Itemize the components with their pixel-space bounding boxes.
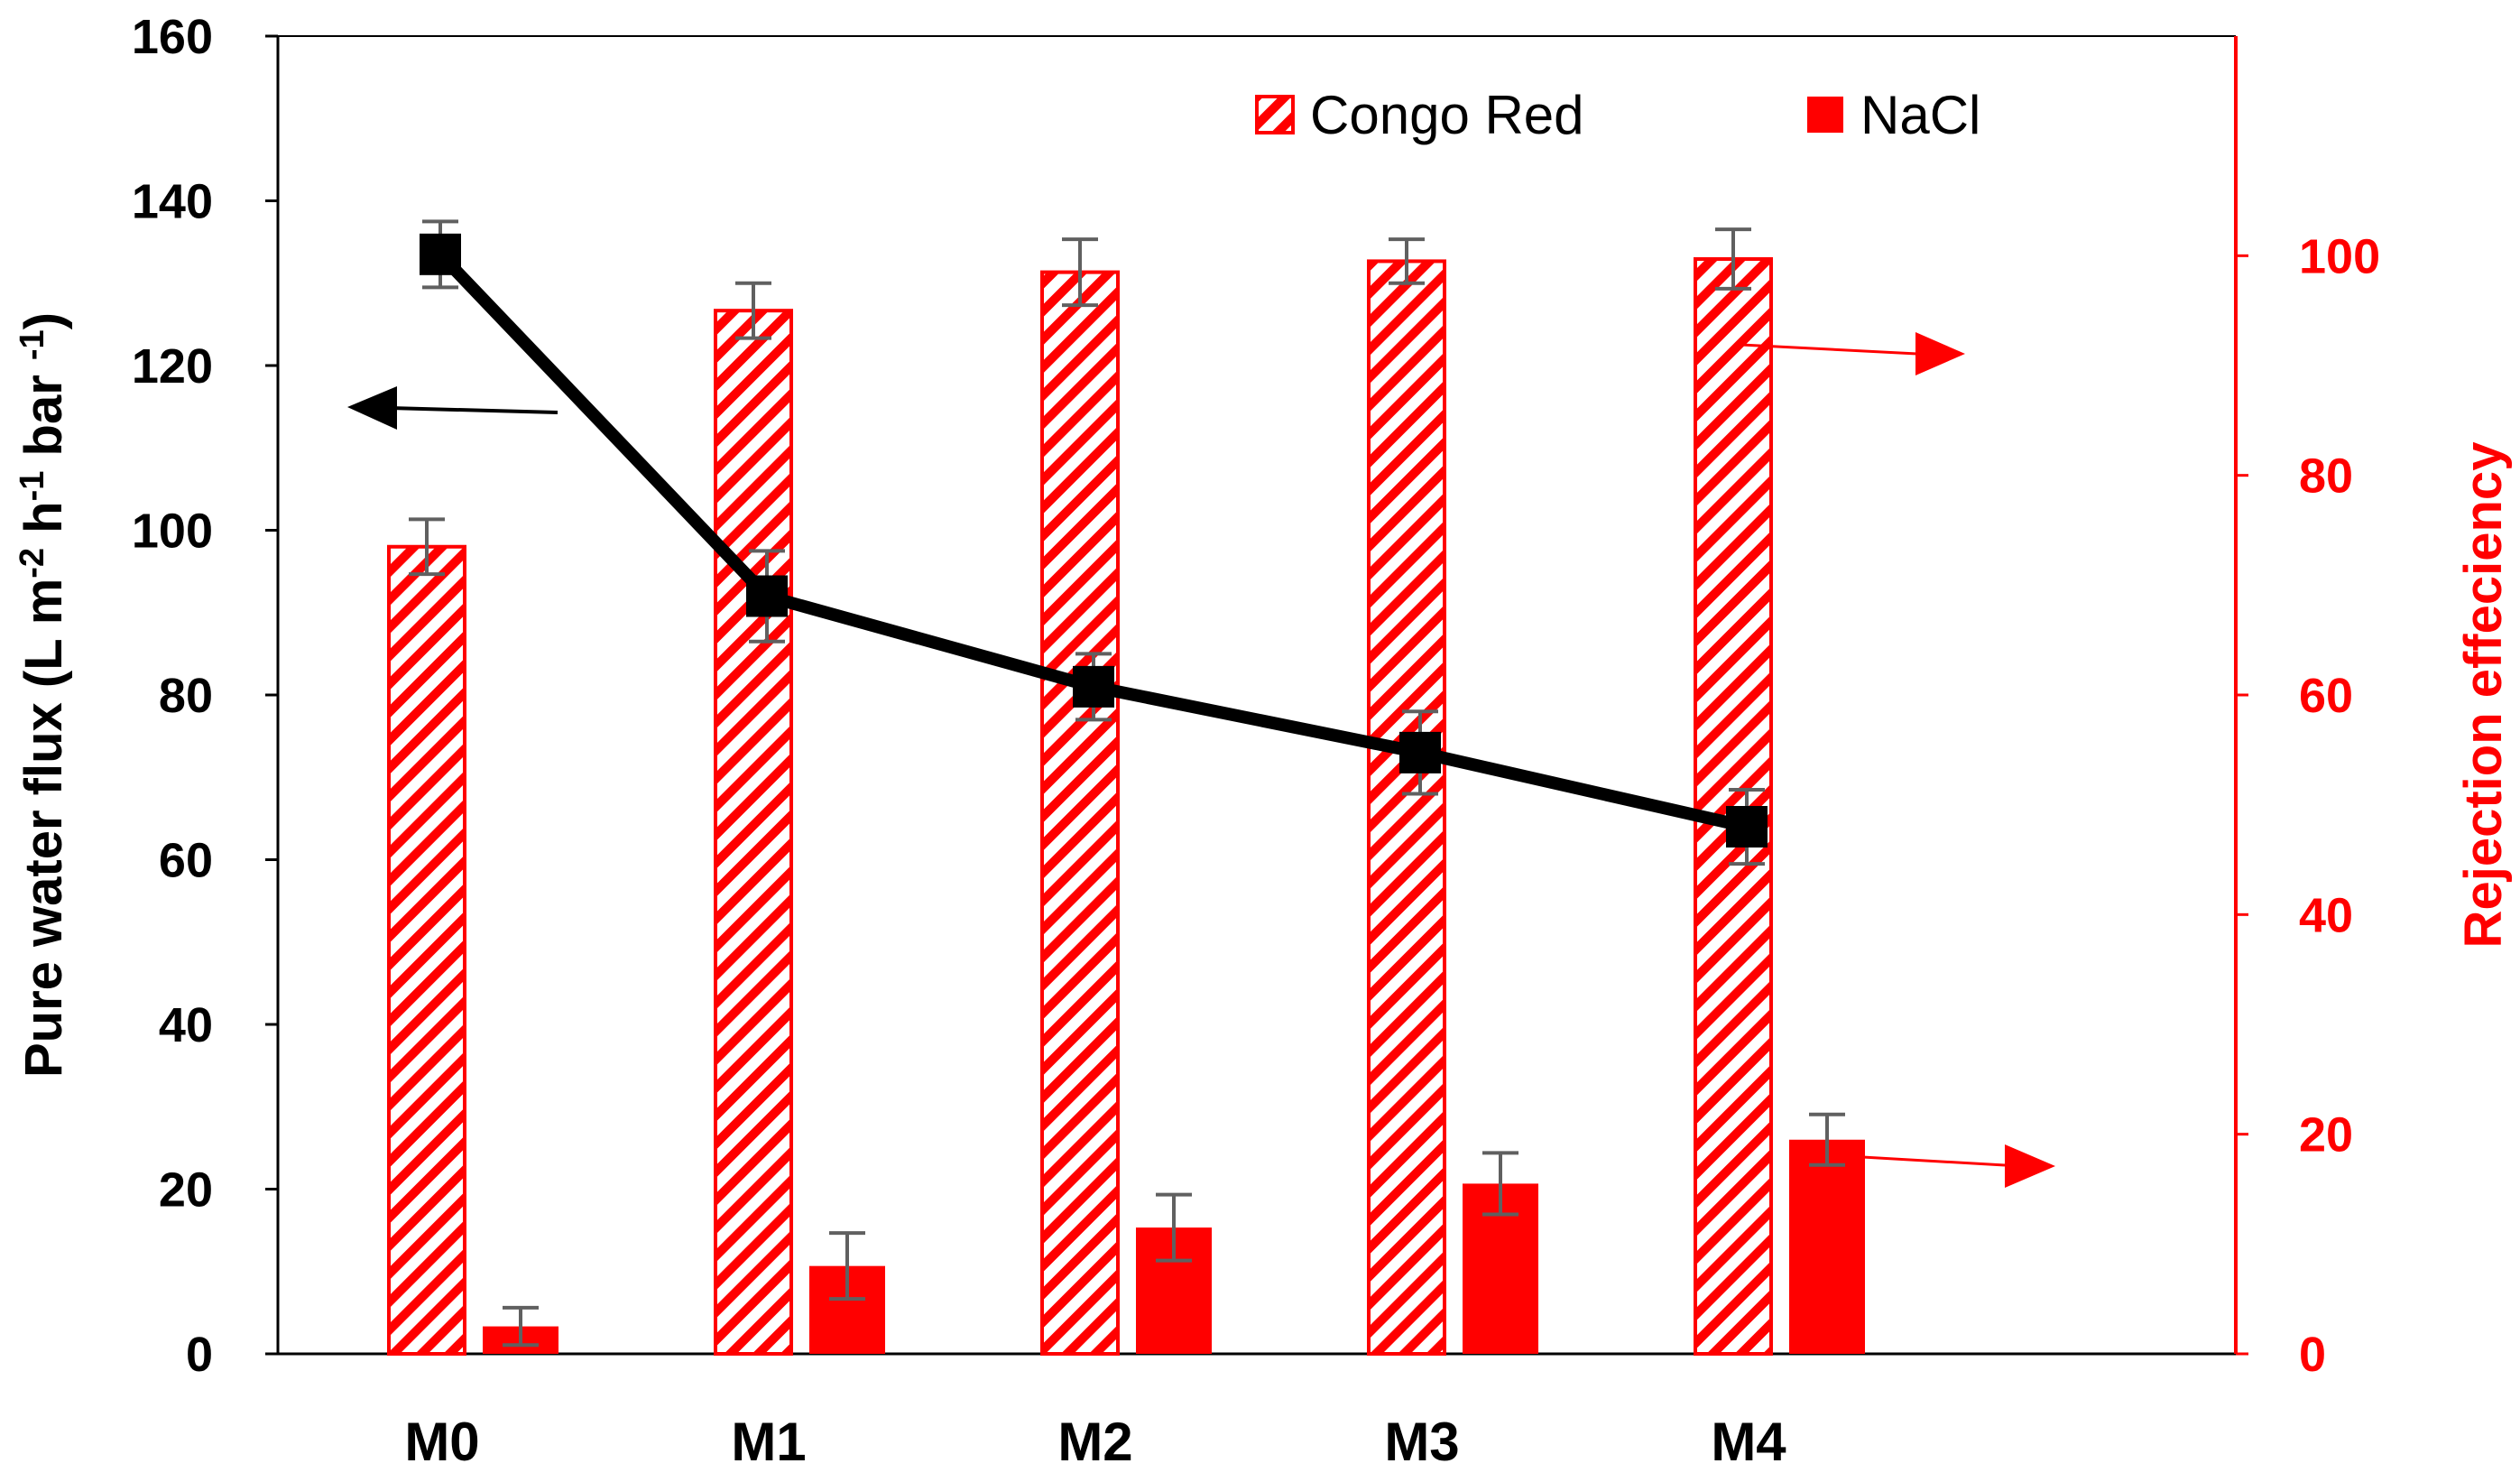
left-tick-label: 80 xyxy=(159,669,213,723)
bar-congo-red-m3 xyxy=(1367,259,1446,1357)
flux-marker-m0 xyxy=(420,233,461,275)
right-axis-arrow-shaft-bottom xyxy=(1830,1153,2006,1167)
right-tick-label: 0 xyxy=(2299,1328,2326,1382)
category-label-m3: M3 xyxy=(1384,1412,1459,1472)
left-tick-label: 160 xyxy=(132,10,213,64)
left-tick-label: 140 xyxy=(132,175,213,229)
right-axis-arrow-head-bottom xyxy=(2005,1144,2055,1188)
right-axis-label: Rejection effeciency xyxy=(2454,442,2513,949)
flux-line-series xyxy=(420,219,1768,866)
legend-swatch-congo-red xyxy=(1255,95,1295,134)
category-labels: M0 M1 M2 M3 M4 xyxy=(404,1412,1786,1472)
flux-marker-m1 xyxy=(746,575,788,617)
left-axis-label: Pure water flux (L m-2 h-1 bar -1) xyxy=(14,312,73,1078)
category-label-m4: M4 xyxy=(1711,1412,1786,1472)
right-axis-arrow-head-top xyxy=(1915,332,1965,375)
right-axis-ticks: 0 20 40 60 80 100 xyxy=(2236,229,2380,1382)
legend-label-congo-red: Congo Red xyxy=(1310,85,1584,145)
right-tick-label: 80 xyxy=(2299,449,2353,504)
annotation-arrows xyxy=(347,332,2055,1188)
bar-error-bars xyxy=(409,227,1845,1348)
left-tick-label: 20 xyxy=(159,1163,213,1218)
left-tick-label: 0 xyxy=(186,1328,213,1382)
left-tick-label: 60 xyxy=(159,834,213,888)
bar-congo-red-m1 xyxy=(714,309,793,1357)
bar-nacl-m4 xyxy=(1789,1139,1865,1354)
bar-congo-red-m0 xyxy=(387,544,466,1356)
legend-swatch-nacl xyxy=(1807,97,1843,133)
left-tick-label: 100 xyxy=(132,505,213,559)
left-axis-arrow-shaft xyxy=(389,406,558,414)
legend-label-nacl: NaCl xyxy=(1860,85,1980,145)
left-axis-ticks: 0 20 40 60 80 100 120 140 160 xyxy=(132,10,278,1382)
right-axis-arrow-shaft-top xyxy=(1740,343,1918,356)
category-label-m0: M0 xyxy=(404,1412,479,1472)
right-tick-label: 100 xyxy=(2299,229,2380,283)
category-label-m1: M1 xyxy=(731,1412,806,1472)
plot-frame xyxy=(276,35,2238,1356)
flux-marker-m3 xyxy=(1399,731,1441,773)
right-tick-label: 60 xyxy=(2299,669,2353,723)
left-tick-label: 120 xyxy=(132,339,213,394)
category-label-m2: M2 xyxy=(1057,1412,1132,1472)
bar-congo-red-m2 xyxy=(1040,270,1120,1356)
flux-marker-m2 xyxy=(1073,665,1114,708)
legend: Congo Red NaCl xyxy=(1255,85,1980,145)
flux-marker-m4 xyxy=(1726,806,1768,848)
left-tick-label: 40 xyxy=(159,998,213,1052)
right-tick-label: 40 xyxy=(2299,888,2353,942)
left-axis-arrow-head xyxy=(347,386,397,430)
right-tick-label: 20 xyxy=(2299,1108,2353,1162)
